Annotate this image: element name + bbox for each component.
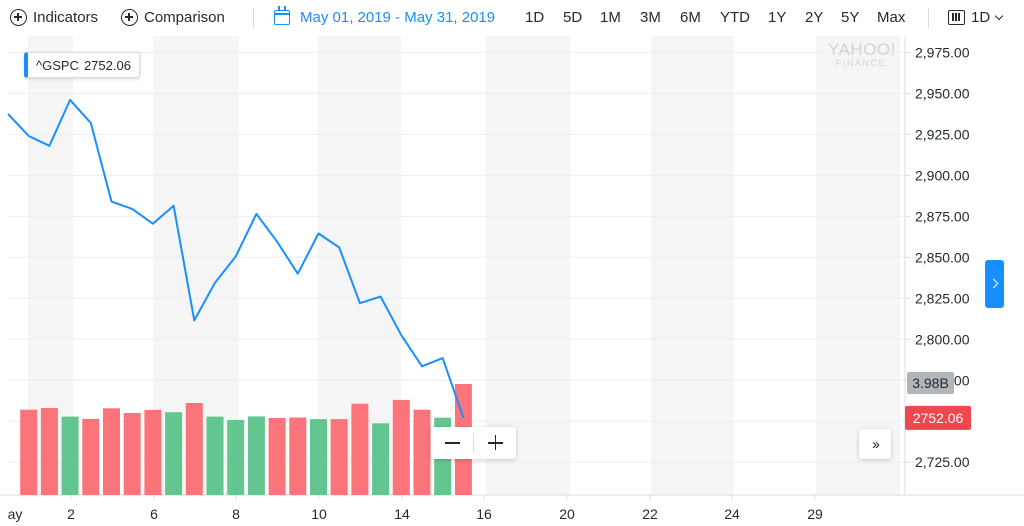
y-tick-label: 2,825.00: [915, 290, 970, 306]
week-band: [486, 36, 570, 495]
toolbar-divider: [253, 8, 254, 28]
volume-bar: [330, 419, 348, 495]
toolbar-divider: [928, 8, 929, 28]
volume-bars: [20, 384, 472, 495]
x-tick-label: ay: [8, 506, 23, 522]
y-tick-label: 2,900.00: [915, 167, 970, 183]
scroll-forward-button[interactable]: ››: [859, 429, 891, 459]
volume-bar: [351, 403, 369, 495]
week-band: [651, 36, 734, 495]
volume-bar: [40, 408, 58, 495]
range-1m[interactable]: 1M: [600, 9, 621, 26]
volume-bar: [206, 416, 224, 495]
range-ytd[interactable]: YTD: [720, 9, 750, 26]
x-tick-label: 2: [67, 506, 75, 522]
current-price-label: 2752.06: [913, 410, 964, 426]
x-tick-label: 16: [476, 506, 492, 522]
x-tick-label: 29: [807, 506, 823, 522]
watermark-sub: FINANCE: [835, 58, 886, 68]
price-line: [7, 98, 465, 419]
volume-bar: [310, 419, 327, 495]
calendar-icon: [274, 6, 290, 25]
volume-bar: [165, 412, 183, 495]
interval-label: 1D: [971, 9, 991, 26]
volume-bar: [413, 409, 431, 495]
range-6m[interactable]: 6M: [680, 9, 701, 26]
side-panel-toggle[interactable]: [985, 260, 1004, 308]
range-max[interactable]: Max: [877, 9, 906, 26]
zoom-divider: [473, 433, 474, 453]
volume-bar: [123, 413, 141, 495]
x-tick-label: 20: [559, 506, 575, 522]
yahoo-finance-watermark: YAHOO! FINANCE: [828, 40, 896, 68]
comparison-button[interactable]: Comparison: [121, 9, 225, 26]
double-chevron-right-icon: ››: [872, 435, 880, 453]
volume-bar: [103, 408, 120, 495]
x-tick-label: 24: [724, 506, 740, 522]
watermark-brand: YAHOO!: [828, 40, 896, 59]
x-tick-label: 6: [150, 506, 158, 522]
volume-bar: [289, 417, 307, 495]
date-range-button[interactable]: May 01, 2019 - May 31, 2019: [274, 6, 496, 26]
plus-circle-icon: [121, 9, 138, 26]
volume-bar: [82, 418, 100, 495]
volume-tag-label: 3.98B: [912, 375, 949, 391]
x-tick-label: 22: [642, 506, 658, 522]
range-5y[interactable]: 5Y: [841, 9, 860, 26]
volume-bar: [268, 418, 286, 495]
volume-bar: [20, 409, 38, 495]
y-tick-label: 2,975.00: [915, 44, 970, 60]
plus-circle-icon: [10, 9, 27, 26]
chart-grid: [0, 36, 1024, 496]
date-range-label: May 01, 2019 - May 31, 2019: [300, 9, 496, 26]
y-tick-label: 2,950.00: [915, 85, 970, 101]
week-band: [816, 36, 900, 495]
volume-bar: [372, 423, 390, 495]
volume-bar: [392, 399, 410, 495]
chart-toolbar: Indicators Comparison May 01, 2019 - May…: [0, 0, 1024, 36]
ticker-value: 2752.06: [83, 57, 131, 73]
zoom-out-button[interactable]: [431, 427, 473, 459]
volume-bar: [247, 416, 265, 495]
zoom-controls: [431, 427, 516, 459]
x-tick-label: 14: [394, 506, 410, 522]
y-tick-label: 2,725.00: [915, 454, 970, 470]
y-tick-label: 2,875.00: [915, 208, 970, 224]
range-5d[interactable]: 5D: [563, 9, 583, 26]
chart-bands: [28, 36, 900, 495]
range-2y[interactable]: 2Y: [805, 9, 824, 26]
ticker-symbol: ^GSPC: [36, 57, 79, 73]
zoom-in-button[interactable]: [474, 427, 516, 459]
range-3m[interactable]: 3M: [640, 9, 661, 26]
value-tags: 3.98B 2752.06: [905, 372, 971, 430]
x-tick-label: 10: [311, 506, 327, 522]
x-tick-label: 8: [232, 506, 240, 522]
range-1d[interactable]: 1D: [525, 9, 545, 26]
x-axis: ay 2 6 8 10 14 16 20 22 24 29: [8, 495, 823, 522]
interval-dropdown[interactable]: 1D: [948, 9, 1004, 26]
current-price-tag: [905, 405, 971, 430]
y-tick-label: 2,850.00: [915, 249, 970, 265]
y-tick-label: 2,800.00: [915, 331, 970, 347]
volume-bar: [61, 416, 79, 495]
indicators-label: Indicators: [33, 9, 99, 26]
candlestick-icon: [948, 10, 965, 25]
range-1y[interactable]: 1Y: [768, 9, 787, 26]
volume-bar: [227, 420, 245, 495]
ticker-label[interactable]: ^GSPC 2752.06: [24, 52, 140, 78]
comparison-label: Comparison: [144, 9, 225, 26]
volume-tag: [907, 372, 954, 394]
indicators-button[interactable]: Indicators: [10, 9, 98, 26]
volume-bar: [185, 403, 203, 495]
y-tick-label: 2,925.00: [915, 126, 970, 142]
volume-bar: [144, 409, 162, 495]
